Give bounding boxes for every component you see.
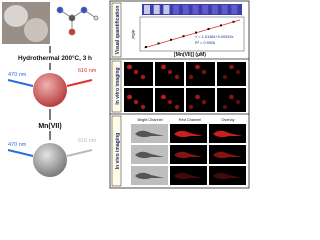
cell-images [124,62,246,112]
zebrafish [213,151,242,159]
cell-frame [217,88,246,112]
zebrafish [174,172,203,180]
excitation-label: 470 nm [8,142,27,148]
cuvette [173,5,180,14]
cell-frame [217,62,246,86]
panel-label: In vitro imaging [115,67,121,104]
x-axis-label: [Mn(VII)] (μM) [174,52,206,58]
emission-label: 616 nm [78,68,97,74]
cell [195,94,201,100]
zebrafish-images [131,124,246,185]
cuvette [221,5,228,14]
cell [235,99,241,105]
panel-frame [109,0,250,189]
cuvette [192,5,199,14]
cell [222,104,228,110]
cell [161,94,167,100]
point [195,31,197,34]
molecule [56,6,99,36]
cuvette-strip [142,4,242,15]
cell [133,69,139,75]
zebrafish [135,130,164,138]
cell [229,94,235,100]
cuvette [231,5,238,14]
panel-label: Visual quantification [115,6,121,55]
point [170,38,172,41]
cuvettes [144,5,238,14]
cell [228,64,234,70]
zebrafish [174,151,203,159]
image-frame [209,166,246,185]
zebrafish [174,130,203,138]
emission-label: 616 nm [78,138,97,144]
cell [201,69,207,75]
cell [174,104,180,110]
page: {"synthesis":{"step":"Hydrothermal 200°C… [0,0,250,189]
column-header: Red Channel [179,118,201,122]
cuvette [211,5,218,14]
quenched-sphere [33,143,67,177]
cell [167,69,173,75]
cell [140,74,146,80]
point [145,46,147,48]
plot-points [145,20,235,48]
zebrafish [135,151,164,159]
panel-label: In vivo imaging [115,133,121,169]
cell [188,74,194,80]
cell-frame [124,88,153,112]
point [220,24,222,27]
excitation-arrow [7,79,34,87]
precursor-shape [4,5,28,27]
column-header: Overlay [221,118,234,122]
quencher-label: Mn(VII) [38,123,61,130]
cell [235,69,241,75]
label-tabs [111,2,122,187]
equation: Y = 1.01384+0.00533x [195,35,233,39]
zebrafish [213,172,242,180]
excitation-label: 470 nm [8,72,27,78]
cell [228,94,234,100]
point [207,28,210,30]
cell [127,64,133,70]
emission-arrow [66,149,93,157]
precursor-shape [24,18,48,42]
cuvette [163,5,170,14]
cell [188,104,194,110]
point [182,35,185,38]
column-header: Bright Channel [137,118,162,122]
zebrafish [213,130,242,138]
r-squared: R² = 0.9926 [195,41,215,45]
zebrafish [135,172,164,180]
red-dot-sphere [33,73,67,107]
cuvette [153,5,160,14]
cell-frame [186,62,215,86]
emission-arrow [66,79,93,87]
cell [127,94,133,100]
y-axis-label: F0/F [131,29,136,39]
cuvette [144,5,150,14]
point [157,42,160,45]
image-frame [170,166,207,185]
point [232,20,235,23]
cell [174,74,180,80]
cell [161,64,167,70]
cell [201,99,207,105]
cell [167,99,173,105]
cell [229,64,235,70]
excitation-arrow [7,149,34,157]
cell [133,99,139,105]
cell [195,64,201,70]
cuvette [182,5,189,14]
synthesis-step: Hydrothermal 200°C, 3 h [18,54,92,62]
cuvette [202,5,209,14]
fit-line [143,19,241,49]
graphical-abstract: Hydrothermal 200°C, 3 h 470 nm 616 nm Mn… [2,0,250,189]
cell [222,74,228,80]
cell [140,104,146,110]
